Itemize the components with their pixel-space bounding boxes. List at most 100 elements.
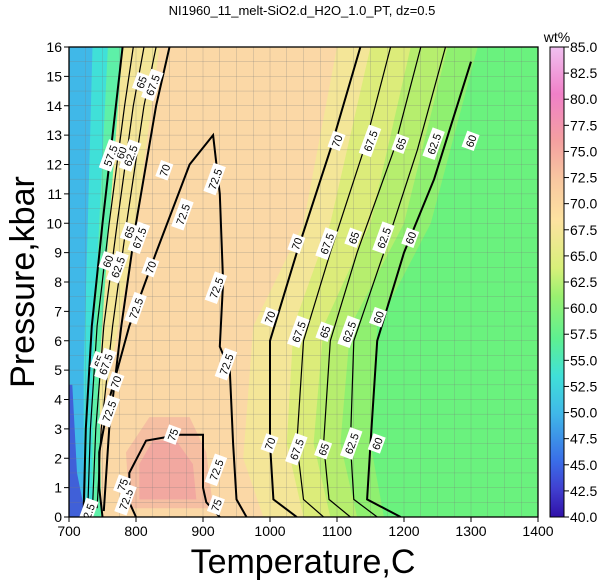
contour-label-text: 70: [330, 134, 345, 150]
colorbar-tick-label: 45.0: [570, 457, 597, 473]
contour-label-bg: [106, 250, 129, 284]
y-tick-label: 12: [46, 157, 62, 173]
contour-label-bg: [391, 133, 410, 154]
colorbar-tick-label: 50.0: [570, 405, 597, 421]
colorbar-tick-label: 62.5: [570, 274, 597, 290]
grid: [69, 47, 538, 517]
y-tick-label: 5: [54, 362, 62, 378]
contour-label-bg: [131, 71, 150, 93]
colorbar-label: wt%: [543, 29, 570, 45]
contour-label-text: 70: [144, 260, 159, 276]
contour-62: [349, 47, 447, 517]
contour-label-text: 60: [372, 310, 387, 326]
colorbar-tick-label: 77.5: [570, 117, 597, 133]
contour-label: 65: [344, 227, 362, 248]
contour-label-text: 65: [394, 136, 409, 152]
plot-area: 6062.56567.57072.572.572.572.572.572.572…: [69, 47, 538, 517]
colorbar: wt% 40.0 42.5 45.0 47.5 50.0 52.5 55.0 57.5 60.0…: [543, 29, 598, 525]
contour-label-bg: [141, 68, 164, 102]
colorbar-scale: [549, 46, 565, 518]
contour-label-bg: [206, 494, 225, 516]
contour-62-left: [87, 47, 134, 509]
contour-label: 60: [461, 130, 480, 152]
contour-label: 65: [391, 133, 410, 154]
colorbar-tick-label: 80.0: [570, 91, 597, 107]
contour-label-bg: [287, 233, 306, 254]
x-tick-label: 900: [191, 523, 215, 539]
y-tick-label: 9: [54, 245, 62, 261]
contour-label-text: 70: [263, 436, 278, 452]
contour-label: 70: [327, 130, 346, 152]
y-tick-label: 13: [46, 127, 62, 143]
contour-label: 65: [315, 321, 334, 342]
contour-label-bg: [114, 482, 137, 516]
colorbar-tick-label: 70.0: [570, 196, 597, 212]
contour-label-text: 70: [290, 236, 305, 252]
contour-label: 75: [113, 474, 131, 495]
contour-label-bg: [141, 256, 160, 278]
contour-label-text: 60: [404, 230, 419, 246]
colorbar-tick-label: 47.5: [570, 431, 597, 447]
contour-label-bg: [337, 315, 360, 349]
colorbar-tick-label: 82.5: [570, 65, 597, 81]
x-tick-label: 1400: [522, 523, 553, 539]
contour-label-text: 65: [317, 442, 332, 458]
contour-label: 60: [367, 433, 386, 454]
contour-label: 65: [131, 71, 150, 93]
contour-labels: 6062.56567.57072.572.572.572.572.572.572…: [76, 68, 480, 517]
contour-label-bg: [285, 432, 308, 466]
colorbar-tick-label: 60.0: [570, 300, 597, 316]
contour-label-bg: [204, 271, 228, 305]
colorbar-tick-label: 75.0: [570, 143, 597, 159]
y-tick-label: 15: [46, 68, 62, 84]
contour-label: 65: [314, 439, 333, 460]
colorbar-ticks: 40.0 42.5 45.0 47.5 50.0 52.5 55.0 57.5 60.0 62.5…: [564, 39, 597, 525]
colorbar-tick-label: 72.5: [570, 170, 597, 186]
contour-label-bg: [124, 291, 147, 325]
contour-70-left: [102, 47, 171, 512]
x-tick-label: 700: [57, 523, 81, 539]
contour-label-bg: [339, 427, 363, 460]
contour-70: [269, 47, 362, 517]
y-tick-label: 10: [46, 215, 62, 231]
x-tick-label: 1000: [254, 523, 285, 539]
x-axis-ticks: 700 800 900 1000 1100 1200 1300 1400: [57, 517, 554, 539]
contour-label: 60: [401, 227, 420, 248]
x-axis-label: Temperature,C: [191, 543, 416, 581]
colorbar-tick-label: 55.0: [570, 352, 597, 368]
y-tick-label: 7: [54, 303, 62, 319]
contour-label-text: 60: [370, 436, 385, 452]
contour-label-bg: [155, 160, 174, 181]
x-tick-label: 1300: [455, 523, 486, 539]
contour-label-bg: [163, 424, 182, 445]
contour-label-bg: [422, 127, 445, 161]
contour-label-text: 65: [135, 75, 150, 91]
contour-label-text: 75: [166, 427, 181, 443]
contour-label-bg: [214, 347, 238, 381]
contour-label-bg: [314, 439, 333, 460]
contour-label-bg: [97, 394, 120, 428]
contour-label-bg: [118, 139, 142, 172]
contour-label: 70: [141, 256, 160, 278]
contour-label-bg: [369, 306, 388, 328]
contour-label-bg: [372, 221, 395, 255]
y-tick-label: 1: [54, 480, 62, 496]
y-tick-label: 4: [54, 392, 62, 408]
contour-label-text: 65: [318, 324, 333, 340]
contour-label: 70: [106, 371, 125, 392]
contour-label-bg: [260, 433, 279, 454]
x-tick-label: 1200: [388, 523, 419, 539]
contour-label: 70: [260, 433, 279, 454]
x-tick-label: 800: [124, 523, 148, 539]
y-tick-label: 2: [54, 450, 62, 466]
contour-label-bg: [401, 227, 420, 248]
contour-label-bg: [315, 321, 334, 342]
y-tick-label: 14: [46, 98, 62, 114]
y-tick-label: 16: [46, 39, 62, 55]
contour-label: 60: [369, 306, 388, 328]
contour-label-bg: [76, 497, 99, 517]
contour-label-text: 70: [109, 374, 124, 390]
contour-label-text: 75: [116, 477, 131, 493]
